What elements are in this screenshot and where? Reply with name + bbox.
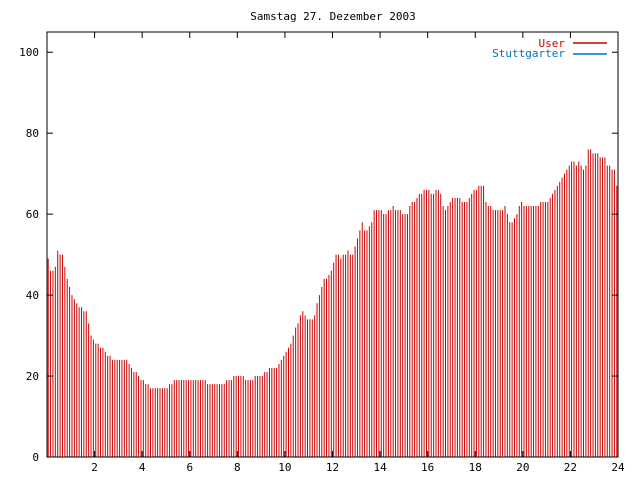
x-tick-label: 10 — [278, 461, 291, 474]
legend-label-user: User — [539, 37, 566, 50]
x-tick-label: 8 — [234, 461, 241, 474]
x-tick-label: 12 — [326, 461, 339, 474]
x-tick-label: 20 — [516, 461, 529, 474]
x-tick-label: 22 — [564, 461, 577, 474]
y-tick-label: 100 — [19, 46, 39, 59]
x-tick-label: 4 — [139, 461, 146, 474]
plot-frame — [46, 31, 619, 458]
y-tick-label: 0 — [32, 451, 39, 464]
legend: User Stuttgarter — [492, 37, 607, 60]
bars-layer — [47, 149, 618, 457]
x-tick-label: 2 — [91, 461, 98, 474]
y-tick-label: 20 — [26, 370, 39, 383]
y-tick-label: 40 — [26, 289, 39, 302]
x-tick-label: 6 — [186, 461, 193, 474]
x-tick-label: 16 — [421, 461, 434, 474]
x-tick-label: 24 — [611, 461, 625, 474]
y-tick-label: 80 — [26, 127, 39, 140]
y-tick-label: 60 — [26, 208, 39, 221]
x-tick-label: 18 — [469, 461, 482, 474]
x-tick-label: 14 — [373, 461, 387, 474]
legend-label-stuttgarter: Stuttgarter — [492, 47, 565, 60]
chart-title: Samstag 27. Dezember 2003 — [250, 10, 416, 23]
